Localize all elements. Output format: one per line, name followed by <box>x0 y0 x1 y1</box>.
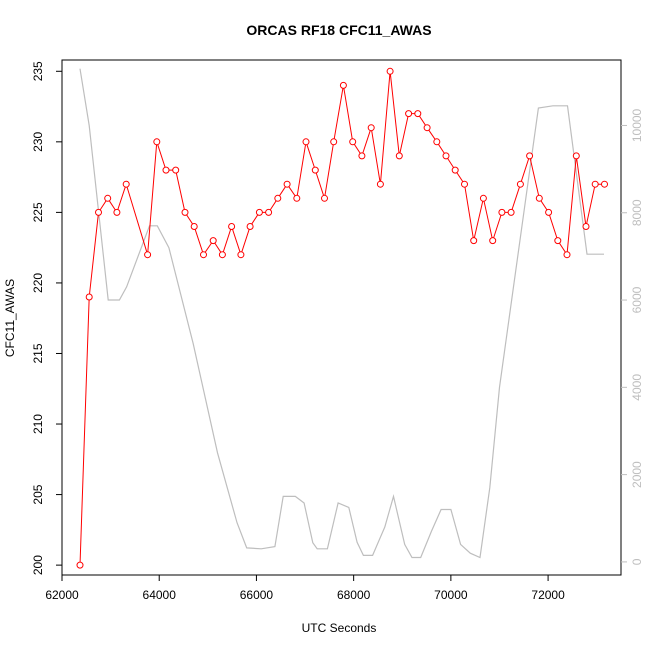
data-point <box>209 237 217 245</box>
data-point <box>200 251 207 259</box>
data-point <box>535 194 543 202</box>
x-tick-label: 70000 <box>434 588 468 602</box>
y-tick-label: 225 <box>31 202 45 222</box>
data-point <box>283 180 291 188</box>
data-point <box>153 138 161 146</box>
data-point <box>582 223 590 230</box>
data-point <box>395 152 403 160</box>
data-point <box>228 223 236 230</box>
red-series-line <box>79 71 605 566</box>
data-point <box>237 251 245 259</box>
y-tick-label: 215 <box>31 343 45 363</box>
data-point <box>104 194 112 202</box>
data-point <box>563 251 571 259</box>
data-point <box>489 237 497 245</box>
data-point <box>386 67 394 75</box>
right-tick-label: 6000 <box>630 286 644 313</box>
right-tick-label: 4000 <box>630 374 644 401</box>
data-point <box>367 124 375 132</box>
data-point <box>339 81 347 89</box>
data-point <box>274 194 282 202</box>
right-axis: 0 2000 4000 6000 8000 10000 <box>621 108 644 565</box>
red-series <box>76 67 608 569</box>
right-tick-label: 0 <box>630 558 644 565</box>
y-tick-label: 200 <box>31 555 45 575</box>
chart-title: ORCAS RF18 CFC11_AWAS <box>246 22 431 38</box>
x-tick-label: 66000 <box>240 588 274 602</box>
data-point <box>545 208 553 216</box>
data-point <box>162 166 170 174</box>
data-point <box>554 237 562 245</box>
data-point <box>144 251 152 259</box>
right-tick-label: 10000 <box>630 108 644 142</box>
plot-box <box>61 59 622 576</box>
data-point <box>461 180 468 188</box>
data-point <box>302 138 310 146</box>
x-tick-label: 62000 <box>45 588 79 602</box>
data-point <box>526 152 534 160</box>
data-point <box>516 180 524 188</box>
y-axis: 200 205 210 215 220 225 230 235 <box>31 61 62 575</box>
data-point <box>423 124 431 132</box>
data-point <box>498 208 506 216</box>
data-point <box>265 208 273 216</box>
grey-series-line <box>79 68 604 559</box>
y-axis-label: CFC11_AWAS <box>3 279 17 357</box>
data-point <box>442 152 450 160</box>
data-point <box>255 208 263 216</box>
data-point <box>246 223 254 230</box>
data-point <box>190 223 198 230</box>
data-point <box>95 208 102 216</box>
data-point <box>85 293 93 301</box>
x-tick-label: 72000 <box>531 588 565 602</box>
data-point <box>122 180 130 188</box>
data-point <box>218 251 226 259</box>
data-point <box>181 208 189 216</box>
data-point <box>451 166 459 174</box>
data-point <box>321 194 328 202</box>
data-point <box>330 138 338 146</box>
y-tick-label: 210 <box>31 414 45 434</box>
data-point <box>76 561 84 569</box>
x-tick-label: 64000 <box>143 588 177 602</box>
data-point <box>358 152 366 160</box>
x-axis-label: UTC Seconds <box>302 621 377 635</box>
data-point <box>376 180 384 188</box>
right-tick-label: 8000 <box>630 199 644 226</box>
data-point <box>293 194 301 202</box>
y-tick-label: 220 <box>31 273 45 293</box>
y-tick-label: 205 <box>31 484 45 504</box>
data-point <box>601 180 608 188</box>
data-point <box>172 166 180 174</box>
data-point <box>113 208 121 216</box>
grey-series <box>79 68 604 559</box>
data-point <box>349 138 357 146</box>
data-point <box>433 138 441 146</box>
data-point <box>479 194 487 202</box>
data-point <box>572 152 580 160</box>
right-tick-label: 2000 <box>630 461 644 488</box>
data-point <box>311 166 319 174</box>
data-point <box>470 237 478 245</box>
x-tick-label: 68000 <box>337 588 371 602</box>
data-point <box>591 180 599 188</box>
x-axis: 62000 64000 66000 68000 70000 72000 <box>45 574 565 602</box>
y-tick-label: 230 <box>31 132 45 152</box>
y-tick-label: 235 <box>31 61 45 81</box>
data-point <box>507 208 515 216</box>
data-point <box>405 110 413 118</box>
data-point <box>414 110 422 118</box>
